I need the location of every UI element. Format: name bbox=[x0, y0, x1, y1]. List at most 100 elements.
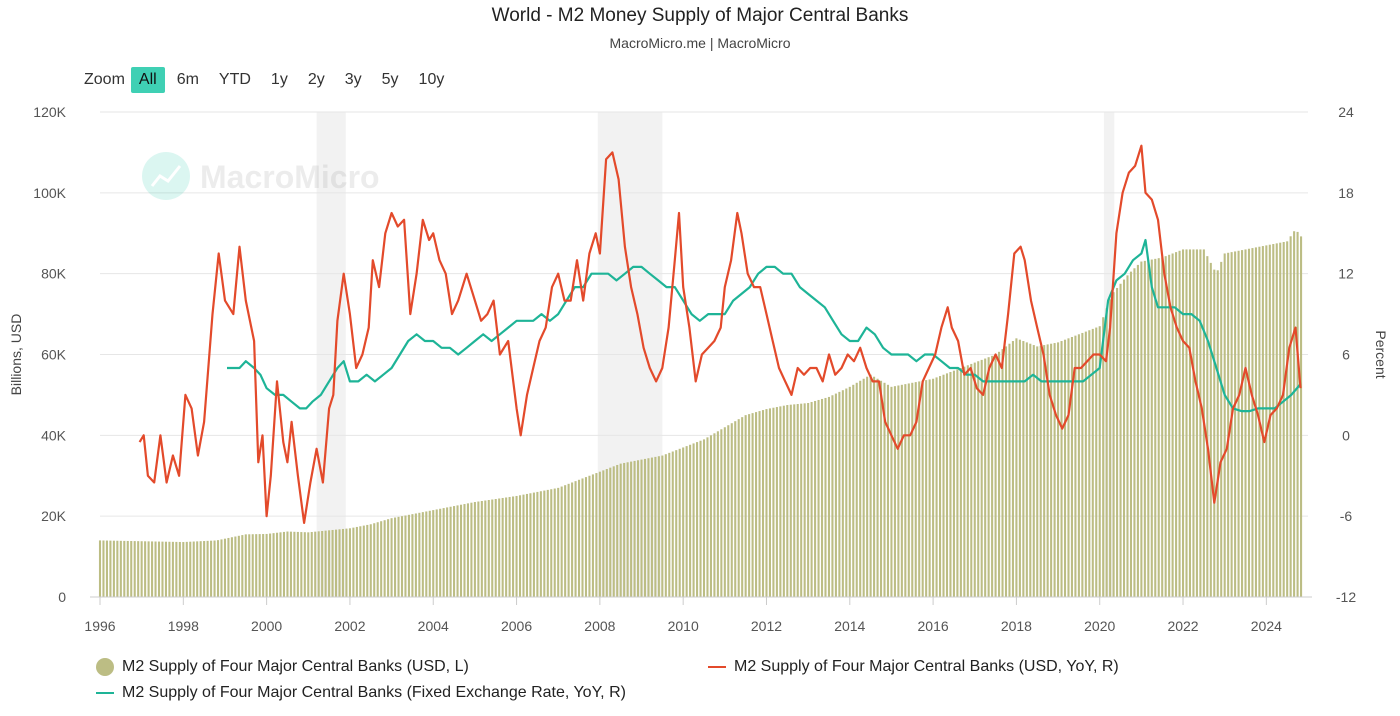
bar bbox=[706, 437, 709, 597]
bar bbox=[671, 451, 674, 597]
legend-item-m2-usd-yoy[interactable]: M2 Supply of Four Major Central Banks (U… bbox=[708, 658, 1119, 676]
left-axis-tick-label: 60K bbox=[41, 347, 67, 363]
bar bbox=[1150, 259, 1153, 597]
right-axis-title: Percent bbox=[1373, 330, 1389, 378]
left-axis-tick-label: 80K bbox=[41, 266, 67, 282]
bar bbox=[130, 541, 133, 597]
bar bbox=[848, 386, 851, 597]
bar bbox=[1244, 249, 1247, 597]
legend-line-icon bbox=[708, 666, 726, 668]
zoom-10y-button[interactable]: 10y bbox=[418, 71, 445, 88]
bar bbox=[255, 534, 258, 597]
bar bbox=[1116, 287, 1119, 597]
bar bbox=[352, 527, 355, 597]
bar bbox=[470, 502, 473, 597]
left-axis-tick-label: 40K bbox=[41, 427, 67, 443]
bar bbox=[411, 514, 414, 597]
bar bbox=[942, 374, 945, 597]
bar bbox=[817, 399, 820, 597]
right-axis-tick-label: 0 bbox=[1342, 427, 1350, 443]
bar bbox=[1185, 249, 1188, 597]
bar bbox=[1112, 292, 1115, 597]
bar bbox=[737, 419, 740, 597]
bar bbox=[473, 502, 476, 597]
bar bbox=[185, 541, 188, 597]
bar bbox=[876, 378, 879, 597]
bar bbox=[820, 398, 824, 597]
bar bbox=[1261, 246, 1264, 597]
bar bbox=[518, 495, 522, 597]
bar bbox=[689, 444, 692, 597]
x-axis-tick-label: 2002 bbox=[334, 618, 365, 634]
bar bbox=[220, 539, 223, 597]
zoom-5y-button[interactable]: 5y bbox=[381, 71, 399, 88]
left-axis-tick-label: 20K bbox=[41, 508, 67, 524]
right-axis-tick-label: 12 bbox=[1338, 266, 1354, 282]
bar bbox=[515, 495, 518, 597]
bar bbox=[432, 510, 435, 597]
bar bbox=[529, 493, 532, 597]
bar bbox=[789, 404, 792, 597]
bar bbox=[1053, 343, 1056, 597]
bar bbox=[998, 351, 1001, 597]
left-axis-tick-label: 100K bbox=[33, 185, 66, 201]
bar bbox=[536, 491, 539, 597]
zoom-2y-button[interactable]: 2y bbox=[307, 71, 325, 88]
legend-line-icon bbox=[96, 692, 114, 694]
bar bbox=[1046, 344, 1049, 597]
bar bbox=[501, 497, 504, 597]
bar bbox=[984, 358, 987, 597]
bar bbox=[980, 359, 983, 597]
bar bbox=[175, 541, 178, 597]
bar bbox=[640, 459, 643, 597]
bar bbox=[178, 541, 181, 597]
right-axis-tick-label: 18 bbox=[1338, 185, 1354, 201]
bar bbox=[105, 540, 108, 597]
bar bbox=[414, 513, 417, 597]
bar bbox=[845, 388, 848, 597]
bar bbox=[1206, 256, 1209, 597]
bar bbox=[1102, 317, 1105, 597]
bar bbox=[543, 490, 546, 597]
bar bbox=[428, 510, 431, 597]
bar bbox=[421, 512, 424, 597]
right-axis-tick-label: -6 bbox=[1340, 508, 1353, 524]
bar bbox=[335, 529, 338, 597]
bar bbox=[446, 507, 449, 597]
bar bbox=[463, 504, 466, 597]
zoom-bar: Zoom All 6m YTD 1y 2y 3y 5y 10y bbox=[84, 67, 456, 93]
zoom-ytd-button[interactable]: YTD bbox=[218, 71, 251, 88]
left-axis-tick-label: 120K bbox=[33, 104, 66, 120]
legend-item-m2-fx-yoy[interactable]: M2 Supply of Four Major Central Banks (F… bbox=[96, 684, 626, 702]
zoom-3y-button[interactable]: 3y bbox=[344, 71, 362, 88]
bar bbox=[407, 514, 410, 597]
bar bbox=[571, 482, 574, 597]
bar bbox=[275, 532, 279, 597]
bar bbox=[1286, 241, 1289, 598]
zoom-6m-button[interactable]: 6m bbox=[176, 71, 199, 88]
bar bbox=[886, 384, 890, 597]
legend-item-m2-usd[interactable]: M2 Supply of Four Major Central Banks (U… bbox=[96, 658, 469, 676]
bar bbox=[581, 478, 584, 597]
bar bbox=[133, 541, 136, 597]
bar bbox=[286, 531, 289, 597]
bar bbox=[296, 531, 299, 597]
bar bbox=[775, 407, 778, 597]
bar bbox=[459, 504, 463, 597]
bar bbox=[112, 540, 115, 597]
left-axis-title: Billions, USD bbox=[8, 314, 24, 396]
bar bbox=[324, 530, 327, 597]
bar bbox=[1275, 243, 1278, 597]
bar bbox=[637, 460, 640, 597]
zoom-all-button[interactable]: All bbox=[130, 67, 165, 93]
bar bbox=[1008, 343, 1011, 597]
bar bbox=[855, 382, 858, 597]
bar bbox=[123, 540, 126, 597]
bar bbox=[404, 515, 407, 597]
bar bbox=[918, 381, 921, 597]
bar bbox=[873, 376, 876, 597]
bar bbox=[959, 367, 962, 597]
bar bbox=[796, 404, 799, 597]
zoom-1y-button[interactable]: 1y bbox=[270, 71, 288, 88]
